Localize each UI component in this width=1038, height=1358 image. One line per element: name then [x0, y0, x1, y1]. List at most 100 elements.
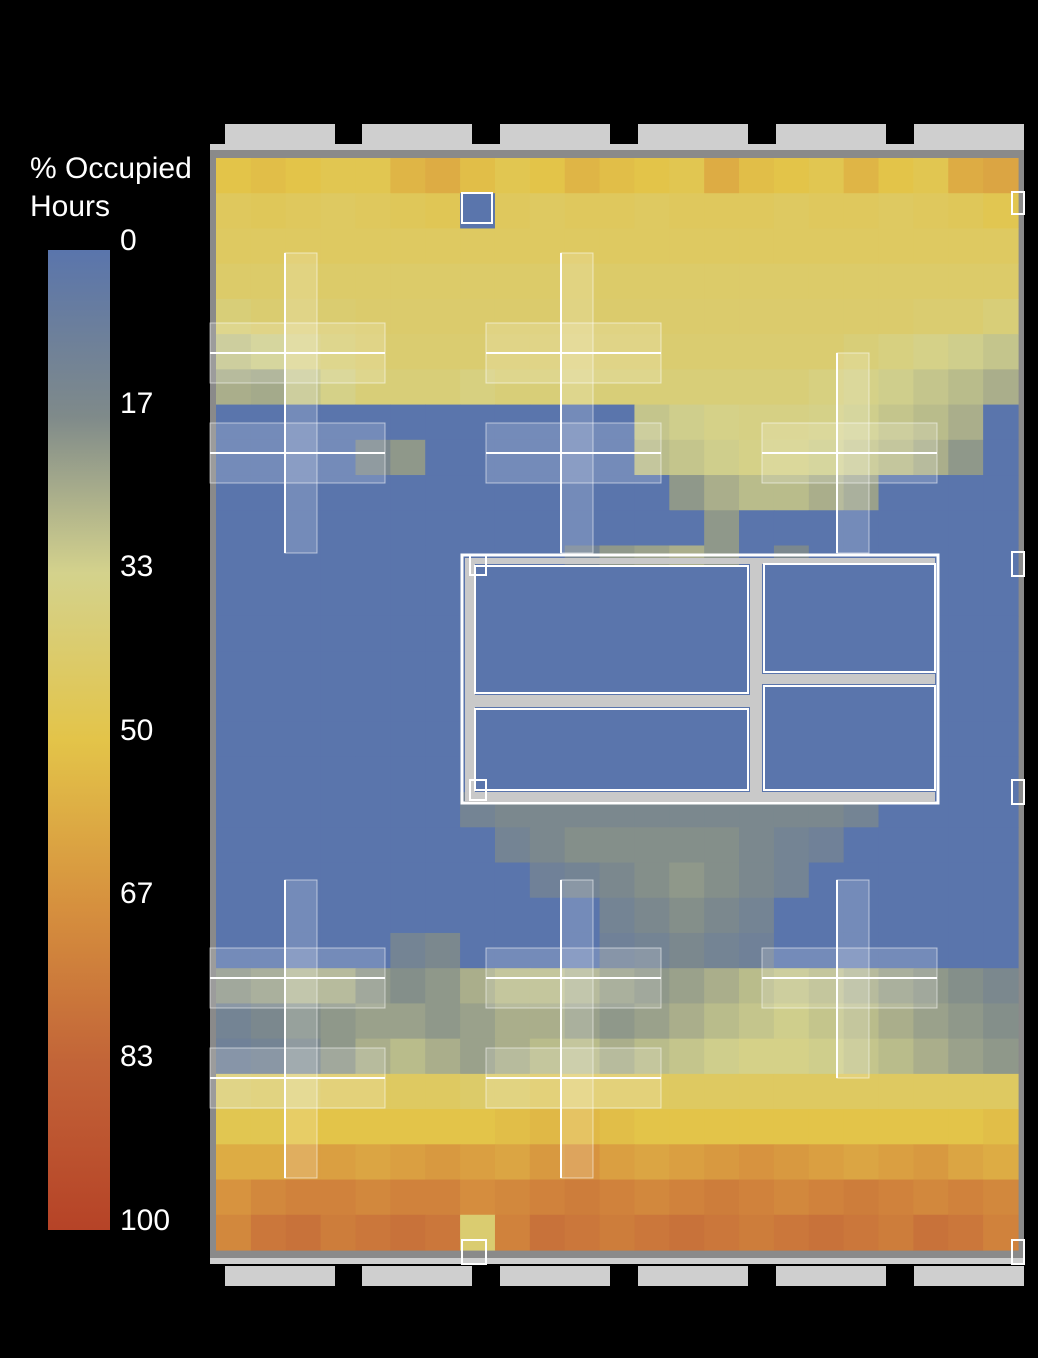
- heatmap-cell: [425, 228, 461, 265]
- heatmap-cell: [913, 1109, 949, 1145]
- heatmap-cell: [878, 298, 914, 335]
- heatmap-cell: [390, 792, 426, 828]
- heatmap-cell: [564, 932, 601, 969]
- heatmap-cell: [216, 968, 252, 1005]
- heatmap-cell: [250, 651, 287, 687]
- legend-tick-100: 100: [120, 1204, 170, 1237]
- slab-edge-bottom: [210, 1258, 1024, 1264]
- heatmap-cell: [704, 439, 740, 476]
- heatmap-cell: [913, 510, 949, 547]
- heatmap-cell: [250, 1003, 287, 1040]
- heatmap-cell: [878, 1179, 914, 1216]
- heatmap-cell: [564, 510, 601, 547]
- heatmap-cell: [460, 228, 496, 265]
- heatmap-cell: [634, 510, 670, 547]
- heatmap-cell: [773, 263, 810, 300]
- heatmap-cell: [948, 968, 984, 1005]
- heatmap-cell: [948, 721, 984, 758]
- heatmap-cell: [320, 545, 357, 582]
- core-room-2: [763, 563, 936, 673]
- heatmap-cell: [599, 1144, 636, 1181]
- heatmap-cell: [250, 1038, 287, 1075]
- heatmap-cell: [460, 1073, 496, 1110]
- heatmap-cell: [390, 1003, 426, 1040]
- heatmap-cell: [599, 1179, 636, 1216]
- heatmap-cell: [216, 1003, 252, 1040]
- heatmap-cell: [564, 369, 601, 406]
- heatmap-cell: [390, 1038, 426, 1075]
- heatmap-cell: [773, 1038, 810, 1075]
- heatmap-cell: [704, 932, 740, 969]
- heatmap-cell: [425, 756, 461, 793]
- heatmap-cell: [529, 475, 566, 511]
- heatmap-cell: [390, 439, 426, 476]
- heatmap-cell: [460, 369, 496, 406]
- heatmap-cell: [704, 298, 740, 335]
- heatmap-cell: [878, 862, 914, 899]
- heatmap-cell: [669, 1073, 705, 1110]
- heatmap-cell: [843, 298, 880, 335]
- heatmap-cell: [808, 897, 845, 934]
- heatmap-cell: [669, 404, 705, 441]
- heatmap-cell: [494, 510, 531, 547]
- heatmap-cell: [320, 1179, 357, 1216]
- heatmap-cell: [216, 686, 252, 723]
- heatmap-cell: [808, 827, 845, 864]
- heatmap-cell: [216, 827, 252, 864]
- heatmap-cell: [250, 404, 287, 441]
- heatmap-cell: [390, 897, 426, 934]
- heatmap-cell: [878, 263, 914, 300]
- heatmap-cell: [983, 1109, 1019, 1145]
- heatmap-cell: [355, 897, 391, 934]
- heatmap-cell: [285, 827, 322, 864]
- heatmap-cell: [634, 1214, 670, 1251]
- heatmap-cell: [669, 334, 705, 370]
- heatmap-cell: [285, 756, 322, 793]
- heatmap-cell: [216, 158, 252, 194]
- heatmap-cell: [704, 263, 740, 300]
- heatmap-cell: [669, 158, 705, 194]
- heatmap-cell: [983, 580, 1019, 617]
- mullion-block: [776, 1266, 886, 1286]
- heatmap-cell: [599, 510, 636, 547]
- slab-band-bottom: [210, 1250, 1024, 1258]
- heatmap-cell: [669, 1179, 705, 1216]
- heatmap-cell: [564, 439, 601, 476]
- cruciform-column: [761, 352, 938, 554]
- heatmap-cell: [355, 1214, 391, 1251]
- heatmap-cell: [390, 1109, 426, 1145]
- heatmap-cell: [494, 298, 531, 335]
- heatmap-cell: [913, 932, 949, 969]
- heatmap-cell: [983, 897, 1019, 934]
- heatmap-cell: [460, 1109, 496, 1145]
- heatmap-cell: [425, 263, 461, 300]
- heatmap-cell: [843, 1073, 880, 1110]
- heatmap-cell: [739, 1214, 775, 1251]
- heatmap-cell: [390, 369, 426, 406]
- heatmap-cell: [843, 827, 880, 864]
- heatmap-cell: [250, 1179, 287, 1216]
- heatmap-cell: [704, 158, 740, 194]
- heatmap-cell: [216, 1038, 252, 1075]
- heatmap-cell: [494, 228, 531, 265]
- heatmap-cell: [878, 1109, 914, 1145]
- legend-tick-67: 67: [120, 877, 153, 910]
- heatmap-cell: [704, 1144, 740, 1181]
- core-corner-marker-2: [469, 779, 487, 801]
- heatmap-cell: [216, 651, 252, 687]
- heatmap-cell: [808, 1144, 845, 1181]
- heatmap-cell: [913, 298, 949, 335]
- heatmap-cell: [355, 1109, 391, 1145]
- heatmap-cell: [843, 1214, 880, 1251]
- heatmap-cell: [285, 404, 322, 441]
- heatmap-cell: [216, 897, 252, 934]
- cruciform-column: [209, 252, 386, 554]
- heatmap-cell: [320, 439, 357, 476]
- column-arm: [560, 879, 594, 1179]
- mullion-block: [225, 1266, 335, 1286]
- heatmap-cell: [948, 1214, 984, 1251]
- heatmap-cell: [773, 1073, 810, 1110]
- heatmap-cell: [285, 439, 322, 476]
- heatmap-cell: [843, 263, 880, 300]
- heatmap-cell: [634, 1003, 670, 1040]
